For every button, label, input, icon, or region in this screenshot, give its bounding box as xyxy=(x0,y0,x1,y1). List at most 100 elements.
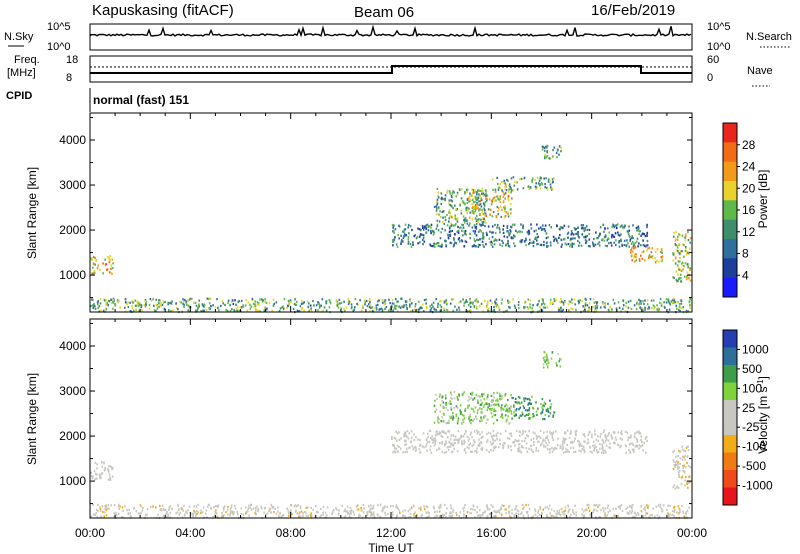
velocity-panel xyxy=(89,318,693,519)
echo-cell xyxy=(440,420,442,423)
echo-cell xyxy=(331,512,333,516)
echo-cell xyxy=(627,306,630,309)
echo-cell xyxy=(463,506,466,509)
echo-cell xyxy=(529,241,531,244)
echo-cell xyxy=(589,446,591,449)
echo-cell xyxy=(521,433,524,436)
echo-cell xyxy=(428,440,431,443)
echo-cell xyxy=(468,398,471,401)
echo-cell xyxy=(584,310,587,313)
echo-cell xyxy=(678,233,680,236)
echo-cell xyxy=(480,418,483,421)
colorbar-tick-label: 8 xyxy=(742,247,749,261)
echo-cell xyxy=(684,249,687,253)
echo-cell xyxy=(642,243,645,246)
echo-cell xyxy=(427,229,430,232)
echo-cell xyxy=(603,236,606,239)
velocity-cells xyxy=(90,350,692,520)
echo-cell xyxy=(396,300,398,303)
echo-cell xyxy=(405,305,408,308)
echo-cell xyxy=(546,448,549,451)
echo-cell xyxy=(517,402,519,405)
colorbar-tick-label: -25 xyxy=(742,420,760,434)
echo-cell xyxy=(477,243,480,246)
echo-cell xyxy=(254,304,257,307)
echo-cell xyxy=(536,233,538,236)
echo-cell xyxy=(504,215,507,218)
echo-cell xyxy=(450,204,452,207)
echo-cell xyxy=(632,443,634,447)
echo-cell xyxy=(584,228,586,231)
echo-cell xyxy=(273,511,275,514)
echo-cell xyxy=(463,417,466,420)
echo-cell xyxy=(258,302,260,305)
colorbar-segment xyxy=(723,470,737,488)
echo-cell xyxy=(336,300,339,303)
echo-cell xyxy=(508,514,511,517)
echo-cell xyxy=(429,305,431,308)
echo-cell xyxy=(462,226,465,229)
echo-cell xyxy=(681,234,684,237)
echo-cell xyxy=(249,506,251,509)
echo-cell xyxy=(587,309,589,313)
echo-cell xyxy=(543,149,546,152)
echo-cell xyxy=(392,240,394,243)
echo-cell xyxy=(298,512,300,515)
echo-cell xyxy=(587,309,590,312)
echo-cell xyxy=(224,505,226,508)
echo-cell xyxy=(215,512,218,515)
echo-cell xyxy=(405,447,408,450)
echo-cell xyxy=(465,451,467,454)
echo-cell xyxy=(404,443,406,446)
echo-cell xyxy=(442,210,445,213)
echo-cell xyxy=(603,451,605,454)
echo-cell xyxy=(577,226,579,229)
echo-cell xyxy=(465,206,468,209)
echo-cell xyxy=(486,508,489,511)
echo-cell xyxy=(681,445,683,448)
echo-cell xyxy=(188,505,191,508)
echo-cell xyxy=(530,223,532,226)
echo-cell xyxy=(403,233,406,236)
echo-cell xyxy=(475,305,478,308)
echo-cell xyxy=(473,305,476,308)
echo-cell xyxy=(398,224,400,227)
echo-cell xyxy=(392,309,394,312)
echo-cell xyxy=(491,178,494,181)
echo-cell xyxy=(494,445,497,448)
echo-cell xyxy=(516,181,518,184)
echo-cell xyxy=(549,244,552,247)
echo-cell xyxy=(545,441,547,444)
echo-cell xyxy=(551,447,553,450)
echo-cell xyxy=(665,301,668,304)
echo-cell xyxy=(486,440,488,443)
echo-cell xyxy=(634,260,636,263)
echo-cell xyxy=(600,508,602,512)
echo-cell xyxy=(592,510,595,513)
echo-cell xyxy=(471,445,473,448)
echo-cell xyxy=(507,212,509,215)
echo-cell xyxy=(562,308,564,311)
echo-cell xyxy=(192,512,195,515)
echo-cell xyxy=(594,433,596,436)
echo-cell xyxy=(677,454,679,458)
echo-cell xyxy=(92,272,95,275)
echo-cell xyxy=(492,399,494,402)
echo-cell xyxy=(496,510,499,513)
echo-cell xyxy=(451,450,454,453)
echo-cell xyxy=(429,429,432,433)
echo-cell xyxy=(102,309,105,312)
echo-cell xyxy=(297,504,299,507)
echo-cell xyxy=(407,516,410,519)
echo-cell xyxy=(425,231,427,234)
echo-cell xyxy=(537,509,540,512)
echo-cell xyxy=(676,246,679,249)
echo-cell xyxy=(555,362,558,365)
echo-cell xyxy=(542,418,544,421)
echo-cell xyxy=(552,414,555,417)
echo-cell xyxy=(436,432,439,436)
echo-cell xyxy=(491,225,494,228)
echo-cell xyxy=(263,309,266,312)
echo-cell xyxy=(474,450,476,453)
echo-cell xyxy=(686,271,689,274)
